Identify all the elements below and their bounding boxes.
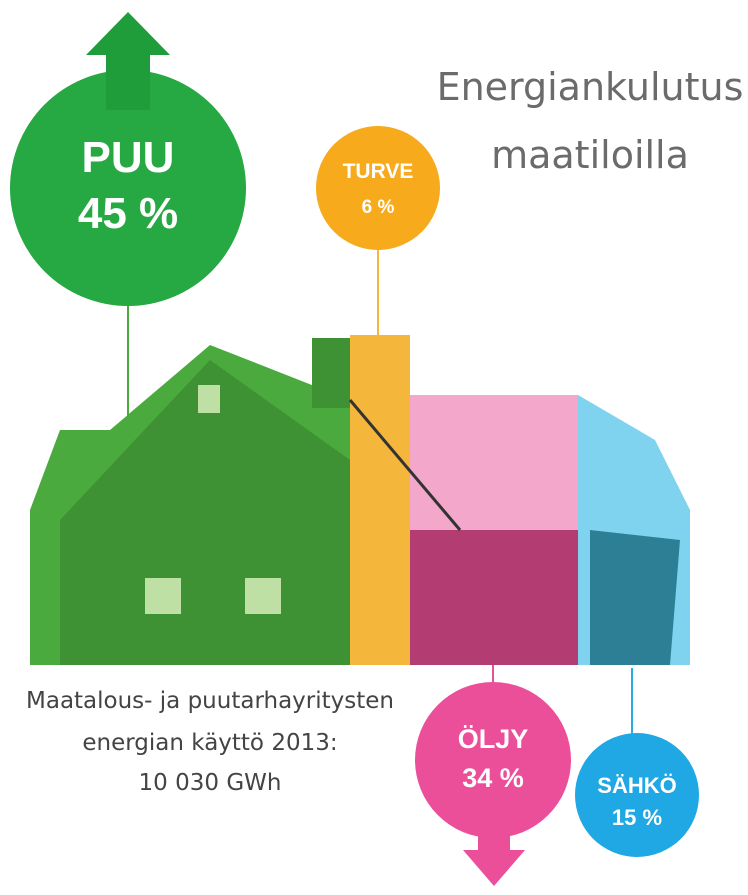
up-arrow (86, 12, 170, 110)
item-share: 34 % (462, 763, 524, 793)
item-label: SÄHKÖ (597, 773, 676, 798)
puu-circle (10, 70, 246, 306)
down-arrow (463, 812, 525, 886)
caption-line: 10 030 GWh (139, 770, 282, 796)
item-share: 15 % (612, 805, 662, 830)
connectors (127, 250, 633, 740)
caption-line: Maatalous- ja puutarhayritysten (26, 688, 394, 714)
title-line: maatiloilla (491, 133, 689, 177)
item-label: PUU (82, 133, 175, 182)
item-share: 45 % (78, 189, 178, 238)
sahko-circle (575, 733, 699, 857)
turve-circle (316, 126, 440, 250)
title-line: Energiankulutus (437, 65, 744, 109)
item-label: ÖLJY (458, 724, 529, 754)
oljy-circle (415, 682, 571, 838)
item-label: TURVE (343, 160, 414, 183)
house (30, 335, 690, 665)
item-share: 6 % (362, 197, 395, 218)
caption-line: energian käyttö 2013: (82, 730, 337, 756)
